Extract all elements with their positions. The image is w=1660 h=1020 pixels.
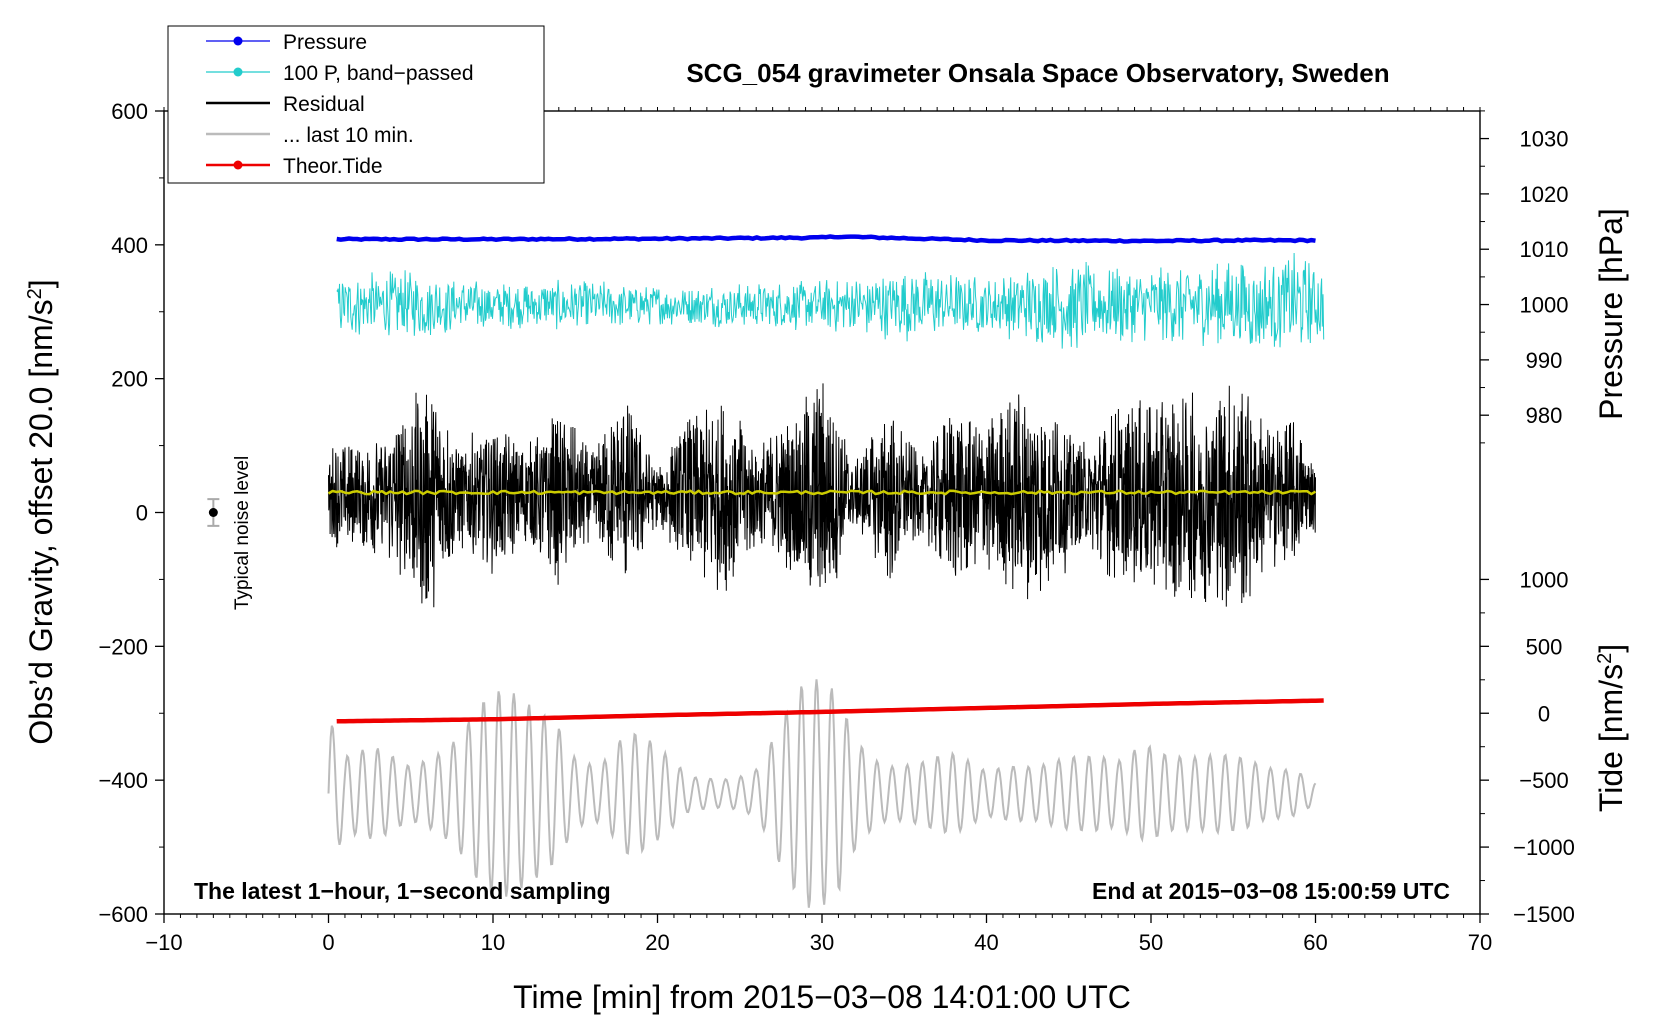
tide-tick-label: −1000 xyxy=(1513,835,1575,860)
pressure-axis-title: Pressure [hPa] xyxy=(1593,208,1629,420)
tide-axis-title-close: ] xyxy=(1593,644,1629,653)
pressure-tick-label: 1010 xyxy=(1520,237,1569,262)
x-tick-label: 10 xyxy=(481,930,505,955)
series-last-10-min xyxy=(327,679,1317,908)
y-tick-label: 400 xyxy=(111,233,148,258)
series-line xyxy=(327,679,1317,908)
series-line xyxy=(336,234,1316,244)
series-layer xyxy=(327,234,1325,908)
y-tick-label: −200 xyxy=(98,634,148,659)
noise-level-marker xyxy=(207,498,220,527)
annotation-right: End at 2015−03−08 15:00:59 UTC xyxy=(1092,878,1450,904)
y-tick-label: −600 xyxy=(98,902,148,927)
x-tick-label: −10 xyxy=(145,930,182,955)
x-tick-label: 20 xyxy=(645,930,669,955)
noise-point xyxy=(208,508,218,517)
tide-axis-title-sup: 2 xyxy=(1594,653,1616,664)
tide-tick-label: −500 xyxy=(1519,768,1569,793)
series-line xyxy=(328,383,1316,608)
series-residual xyxy=(328,383,1316,608)
legend-label: Residual xyxy=(283,93,365,116)
pressure-tick-label: 1020 xyxy=(1520,182,1569,207)
tide-tick-label: −1500 xyxy=(1513,902,1575,927)
pressure-tick-label: 980 xyxy=(1526,403,1563,428)
tide-tick-label: 0 xyxy=(1538,701,1550,726)
legend-box xyxy=(167,25,545,184)
legend-marker xyxy=(233,36,243,46)
series-line xyxy=(336,252,1325,349)
pressure-tick-label: 1000 xyxy=(1520,293,1569,318)
legend-marker xyxy=(233,160,243,170)
series-theor-tide xyxy=(336,698,1324,724)
x-axis-title: Time [min] from 2015−03−08 14:01:00 UTC xyxy=(513,979,1131,1015)
y-tick-label: 600 xyxy=(111,99,148,124)
y-axis-title-main: Obs’d Gravity, offset 20.0 [nm/s xyxy=(23,299,59,744)
series-pressure xyxy=(336,234,1316,244)
y-tick-label: 200 xyxy=(111,367,148,392)
x-tick-label: 40 xyxy=(974,930,998,955)
legend-label: 100 P, band−passed xyxy=(283,62,474,85)
annotation-left: The latest 1−hour, 1−second sampling xyxy=(194,878,611,904)
tide-axis-title-main: Tide [nm/s xyxy=(1593,664,1629,812)
x-tick-label: 30 xyxy=(810,930,834,955)
x-tick-label: 60 xyxy=(1303,930,1327,955)
x-tick-label: 0 xyxy=(322,930,334,955)
legend: Pressure 100 P, band−passed Residual ... la… xyxy=(167,25,545,184)
legend-label: Theor.Tide xyxy=(283,155,383,178)
tide-tick-label: 500 xyxy=(1526,634,1563,659)
tide-axis-title: Tide [nm/s2] xyxy=(1593,644,1629,812)
legend-label: ... last 10 min. xyxy=(283,124,414,147)
y-tick-label: −400 xyxy=(98,768,148,793)
series-100-p-band-passed xyxy=(336,252,1325,349)
series-line xyxy=(327,489,1317,496)
legend-label: Pressure xyxy=(283,31,367,54)
y-axis-title-sup: 2 xyxy=(24,288,46,299)
chart-title: SCG_054 gravimeter Onsala Space Observat… xyxy=(686,58,1389,88)
noise-level-label: Typical noise level xyxy=(232,456,253,610)
pressure-tick-label: 990 xyxy=(1526,348,1563,373)
pressure-tick-label: 1030 xyxy=(1520,127,1569,152)
y-axis-title: Obs’d Gravity, offset 20.0 [nm/s2] xyxy=(23,279,59,744)
legend-marker xyxy=(233,67,243,77)
series-line xyxy=(336,698,1324,724)
x-tick-label: 70 xyxy=(1468,930,1492,955)
x-tick-label: 50 xyxy=(1139,930,1163,955)
axis-layer: −10 0 10 20 30 40 50 60 70−600−400−2000200400600… xyxy=(98,99,1574,955)
y-axis-title-close: ] xyxy=(23,279,59,288)
y-tick-label: 0 xyxy=(136,501,148,526)
series-mean-residual xyxy=(327,489,1317,496)
tide-tick-label: 1000 xyxy=(1520,567,1569,592)
